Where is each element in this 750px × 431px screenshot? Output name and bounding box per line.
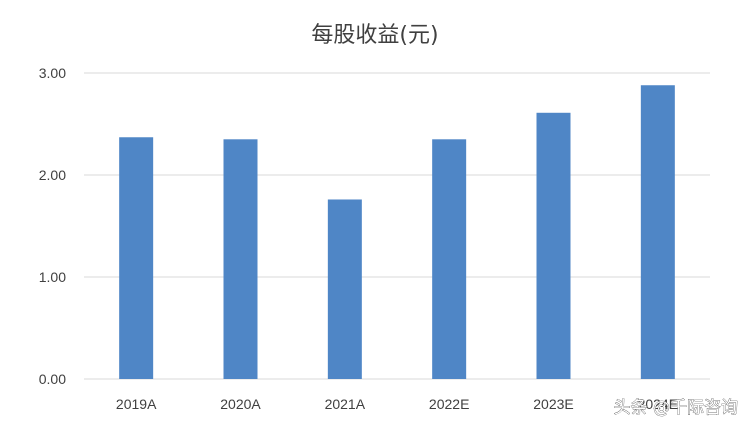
bar-2019A [119, 137, 154, 379]
bar-2023E [536, 112, 571, 379]
y-tick-label: 2.00 [39, 167, 66, 183]
bar-2020A [223, 139, 258, 379]
bars [119, 85, 675, 380]
bar-2022E [432, 139, 467, 379]
x-tick-label: 2019A [116, 396, 157, 412]
watermark-text: 头条 @千际咨询 [614, 398, 738, 418]
y-tick-label: 0.00 [39, 371, 66, 387]
x-tick-label: 2022E [429, 396, 469, 412]
y-tick-label: 3.00 [39, 65, 66, 81]
bar-2024E [640, 85, 675, 380]
bar-2021A [327, 199, 362, 379]
x-tick-label: 2024E [638, 396, 678, 412]
y-tick-label: 1.00 [39, 269, 66, 285]
x-tick-label: 2021A [325, 396, 366, 412]
x-axis-ticks: 2019A 2020A 2021A 2022E 2023E 2024E [116, 396, 678, 412]
chart-title: 每股收益(元) [311, 23, 438, 48]
x-tick-label: 2023E [533, 396, 573, 412]
x-tick-label: 2020A [220, 396, 261, 412]
y-axis-ticks: 0.00 1.00 2.00 3.00 [39, 65, 66, 387]
gridlines [84, 72, 710, 380]
